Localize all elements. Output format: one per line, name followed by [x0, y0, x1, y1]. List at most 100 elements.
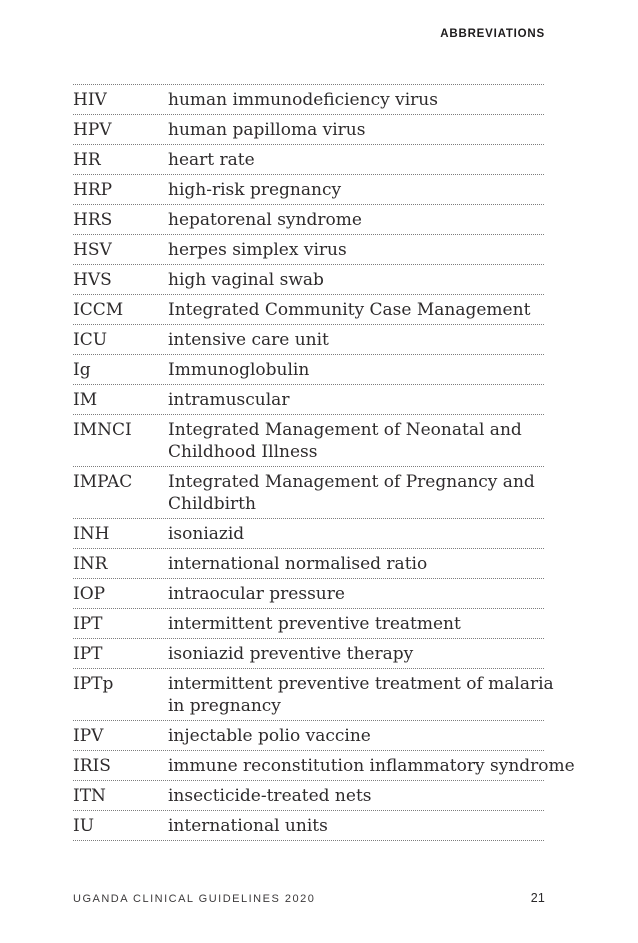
abbr-cell: IM: [73, 389, 98, 410]
definition-cell: Integrated Community Case Management: [168, 299, 544, 321]
abbr-cell: ICU: [73, 329, 108, 350]
table-row: INR international normalised ratio: [73, 549, 544, 579]
table-row: ICCM Integrated Community Case Managemen…: [73, 295, 544, 325]
abbr-cell: IU: [73, 815, 95, 836]
table-row: IRIS immune reconstitution inflammatory …: [73, 751, 575, 781]
page-header-title: ABBREVIATIONS: [440, 28, 545, 40]
table-row: IM intramuscular: [73, 385, 544, 415]
definition-cell: intensive care unit: [168, 329, 544, 351]
definition-line: Childbirth: [168, 493, 256, 514]
definition-cell: international units: [168, 815, 544, 837]
table-row: IMNCI Integrated Management of Neonatal …: [73, 415, 544, 467]
definition-cell: intramuscular: [168, 389, 544, 411]
table-row: IOP intraocular pressure: [73, 579, 544, 609]
footer-page-number: 21: [530, 891, 545, 905]
abbr-cell: HRP: [73, 179, 113, 200]
table-row: HRS hepatorenal syndrome: [73, 205, 544, 235]
definition-line: intramuscular: [168, 389, 290, 410]
definition-cell: intraocular pressure: [168, 583, 544, 605]
definition-line: isoniazid preventive therapy: [168, 643, 414, 664]
abbr-cell: ICCM: [73, 299, 124, 320]
definition-cell: intermittent preventive treatment of mal…: [168, 673, 554, 717]
abbr-cell: IRIS: [73, 755, 111, 776]
definition-line: Immunoglobulin: [168, 359, 310, 380]
definition-line: intermittent preventive treatment: [168, 613, 461, 634]
definition-line: Childhood Illness: [168, 441, 318, 462]
definition-cell: heart rate: [168, 149, 544, 171]
definition-line: human papilloma virus: [168, 119, 366, 140]
definition-cell: herpes simplex virus: [168, 239, 544, 261]
abbr-cell: IPV: [73, 725, 104, 746]
table-row: IPTp intermittent preventive treatment o…: [73, 669, 554, 721]
page-footer: UGANDA CLINICAL GUIDELINES 2020 21: [73, 891, 545, 905]
definition-cell: high-risk pregnancy: [168, 179, 544, 201]
abbr-cell: IOP: [73, 583, 106, 604]
abbr-cell: Ig: [73, 359, 91, 380]
definition-line: immune reconstitution inflammatory syndr…: [168, 755, 575, 776]
definition-cell: immune reconstitution inflammatory syndr…: [168, 755, 575, 777]
abbr-cell: ITN: [73, 785, 106, 806]
abbr-cell: HPV: [73, 119, 112, 140]
definition-cell: isoniazid preventive therapy: [168, 643, 544, 665]
definition-line: high vaginal swab: [168, 269, 324, 290]
definition-line: intermittent preventive treatment of mal…: [168, 673, 554, 694]
definition-cell: Integrated Management of Pregnancy and Ch…: [168, 471, 544, 515]
table-row: Ig Immunoglobulin: [73, 355, 544, 385]
definition-line: international normalised ratio: [168, 553, 428, 574]
table-row: IMPAC Integrated Management of Pregnancy…: [73, 467, 544, 519]
definition-line: Integrated Community Case Management: [168, 299, 531, 320]
abbr-cell: HR: [73, 149, 101, 170]
definition-line: international units: [168, 815, 328, 836]
table-row: HR heart rate: [73, 145, 544, 175]
abbr-cell: IMNCI: [73, 419, 132, 440]
abbr-cell: IPT: [73, 643, 103, 664]
table-row: HIV human immunodeficiency virus: [73, 85, 544, 115]
table-row: HVS high vaginal swab: [73, 265, 544, 295]
table-row: IPT isoniazid preventive therapy: [73, 639, 544, 669]
definition-line: hepatorenal syndrome: [168, 209, 362, 230]
abbreviations-table: HIV human immunodeficiency virus HPV hum…: [73, 84, 575, 841]
footer-doc-title: UGANDA CLINICAL GUIDELINES 2020: [73, 893, 316, 905]
table-row: HPV human papilloma virus: [73, 115, 544, 145]
definition-line: Integrated Management of Neonatal and: [168, 419, 522, 440]
definition-line: Integrated Management of Pregnancy and: [168, 471, 535, 492]
abbr-cell: HIV: [73, 89, 107, 110]
definition-cell: isoniazid: [168, 523, 544, 545]
abbr-cell: HRS: [73, 209, 113, 230]
table-row: IPT intermittent preventive treatment: [73, 609, 544, 639]
definition-line: insecticide-treated nets: [168, 785, 372, 806]
table-row: HRP high-risk pregnancy: [73, 175, 544, 205]
definition-cell: hepatorenal syndrome: [168, 209, 544, 231]
table-row: INH isoniazid: [73, 519, 544, 549]
definition-cell: human papilloma virus: [168, 119, 544, 141]
table-row: HSV herpes simplex virus: [73, 235, 544, 265]
abbr-cell: IPT: [73, 613, 103, 634]
table-row: IPV injectable polio vaccine: [73, 721, 544, 751]
definition-cell: Integrated Management of Neonatal and Chi…: [168, 419, 544, 463]
definition-cell: international normalised ratio: [168, 553, 544, 575]
definition-cell: human immunodeficiency virus: [168, 89, 544, 111]
abbr-cell: INR: [73, 553, 108, 574]
definition-line: injectable polio vaccine: [168, 725, 371, 746]
definition-line: high-risk pregnancy: [168, 179, 342, 200]
definition-cell: high vaginal swab: [168, 269, 544, 291]
abbr-cell: HSV: [73, 239, 112, 260]
definition-cell: intermittent preventive treatment: [168, 613, 544, 635]
definition-cell: injectable polio vaccine: [168, 725, 544, 747]
definition-cell: insecticide-treated nets: [168, 785, 544, 807]
table-row: ITN insecticide-treated nets: [73, 781, 544, 811]
definition-line: intraocular pressure: [168, 583, 345, 604]
abbr-cell: HVS: [73, 269, 112, 290]
definition-line: heart rate: [168, 149, 255, 170]
definition-line: intensive care unit: [168, 329, 329, 350]
definition-line: in pregnancy: [168, 695, 281, 716]
abbr-cell: IMPAC: [73, 471, 133, 492]
definition-line: isoniazid: [168, 523, 245, 544]
definition-line: herpes simplex virus: [168, 239, 347, 260]
table-row: IU international units: [73, 811, 544, 841]
abbr-cell: INH: [73, 523, 110, 544]
abbr-cell: IPTp: [73, 673, 114, 694]
table-row: ICU intensive care unit: [73, 325, 544, 355]
definition-line: human immunodeficiency virus: [168, 89, 438, 110]
